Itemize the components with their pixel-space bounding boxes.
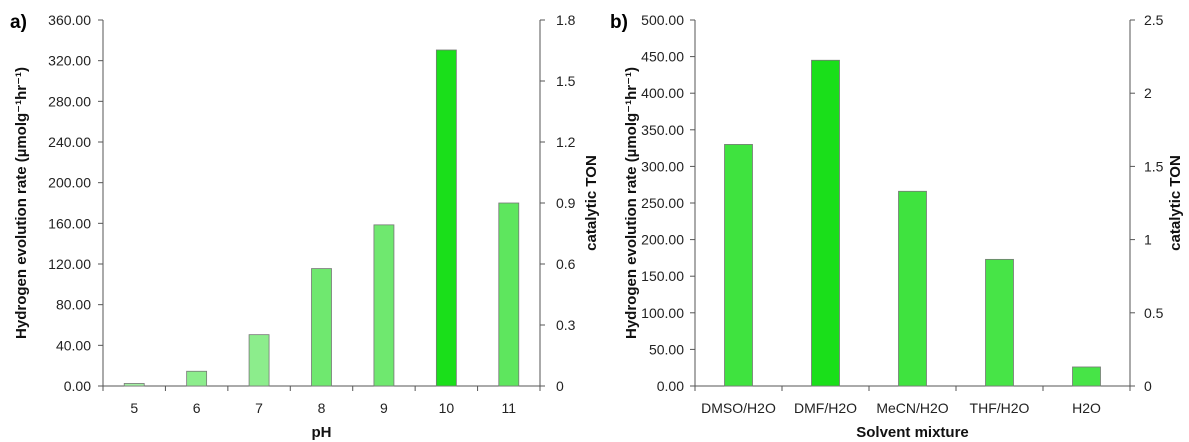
panel-b-chart: 0.00 50.00 100.00 150.00 200.00 250.00 300.00 3… bbox=[610, 12, 1184, 441]
panel-label-b: b) bbox=[610, 12, 628, 33]
x-tick-label: DMF/H2O bbox=[794, 400, 857, 416]
x-tick-label: 10 bbox=[439, 400, 455, 416]
x-axis-label: pH bbox=[312, 424, 332, 441]
y-tick-label: 400.00 bbox=[641, 85, 684, 101]
y-tick-label: 160.00 bbox=[48, 215, 91, 231]
y2-axis-label: catalytic TON bbox=[583, 155, 600, 251]
y-tick-label: 300.00 bbox=[641, 158, 684, 174]
bar-dmf-h2o bbox=[811, 59, 840, 387]
y2-tick-label: 0.6 bbox=[556, 256, 576, 272]
y-tick-label: 0.00 bbox=[64, 378, 91, 394]
y-tick-label: 0.00 bbox=[657, 378, 684, 394]
x-tick-label: 8 bbox=[318, 400, 326, 416]
y2-tick-label: 0 bbox=[556, 378, 564, 394]
y-tick-label: 200.00 bbox=[641, 232, 684, 248]
y2-tick-label: 2 bbox=[1144, 85, 1152, 101]
y2-tick-label: 1.5 bbox=[1144, 158, 1164, 174]
panel-label-a: a) bbox=[10, 12, 27, 33]
y-tick-label: 500.00 bbox=[641, 12, 684, 28]
bar-mecn-h2o bbox=[898, 190, 927, 387]
x-tick-label: 11 bbox=[502, 400, 517, 416]
x-tick-label: THF/H2O bbox=[970, 400, 1030, 416]
x-tick-label: 5 bbox=[130, 400, 138, 416]
y2-tick-label: 1.5 bbox=[556, 73, 576, 89]
y2-tick-label: 1.2 bbox=[556, 134, 576, 150]
x-tick-label: 6 bbox=[193, 400, 201, 416]
panel-a-chart: 0.00 40.00 80.00 120.00 160.00 200.00 240.00 28… bbox=[10, 12, 600, 441]
y-tick-label: 350.00 bbox=[641, 122, 684, 138]
y-tick-label: 100.00 bbox=[641, 305, 684, 321]
y2-tick-label: 0.3 bbox=[556, 317, 576, 333]
y2-tick-label: 0 bbox=[1144, 378, 1152, 394]
y2-axis-label: catalytic TON bbox=[1167, 155, 1184, 251]
y-tick-label: 150.00 bbox=[641, 268, 684, 284]
y2-tick-label: 2.5 bbox=[1144, 12, 1164, 28]
y-tick-label: 360.00 bbox=[48, 12, 91, 28]
y2-tick-label: 0.9 bbox=[556, 195, 576, 211]
x-axis-label: Solvent mixture bbox=[856, 424, 969, 441]
y-tick-label: 240.00 bbox=[48, 134, 91, 150]
x-tick-label: H2O bbox=[1072, 400, 1101, 416]
bar-h2o bbox=[1072, 366, 1101, 387]
y2-tick-label: 1.8 bbox=[556, 12, 576, 28]
y-tick-label: 40.00 bbox=[56, 337, 91, 353]
y-axis-label: Hydrogen evolution rate (µmolg⁻¹hr⁻¹) bbox=[623, 67, 640, 339]
bar-thf-h2o bbox=[985, 258, 1014, 387]
y-tick-label: 320.00 bbox=[48, 53, 91, 69]
bar-dmso-h2o bbox=[724, 144, 753, 387]
bar-10 bbox=[435, 49, 457, 387]
bar-8 bbox=[311, 268, 332, 387]
x-tick-label: MeCN/H2O bbox=[876, 400, 948, 416]
y-tick-label: 80.00 bbox=[56, 297, 91, 313]
y-tick-label: 200.00 bbox=[48, 175, 91, 191]
bar-5 bbox=[123, 383, 145, 387]
x-tick-label: 9 bbox=[380, 400, 388, 416]
x-tick-label: 7 bbox=[255, 400, 263, 416]
y-tick-label: 120.00 bbox=[48, 256, 91, 272]
y-tick-label: 250.00 bbox=[641, 195, 684, 211]
y2-tick-label: 1 bbox=[1144, 232, 1152, 248]
bar-11 bbox=[498, 202, 520, 387]
y-tick-label: 280.00 bbox=[48, 93, 91, 109]
y-tick-label: 450.00 bbox=[641, 49, 684, 65]
bar-9 bbox=[373, 224, 395, 387]
bar-6 bbox=[186, 370, 208, 387]
y2-tick-label: 0.5 bbox=[1144, 305, 1164, 321]
bar-7 bbox=[248, 334, 270, 387]
y-axis-label: Hydrogen evolution rate (µmolg⁻¹hr⁻¹) bbox=[13, 67, 30, 339]
x-tick-label: DMSO/H2O bbox=[701, 400, 776, 416]
y-tick-label: 50.00 bbox=[649, 341, 684, 357]
